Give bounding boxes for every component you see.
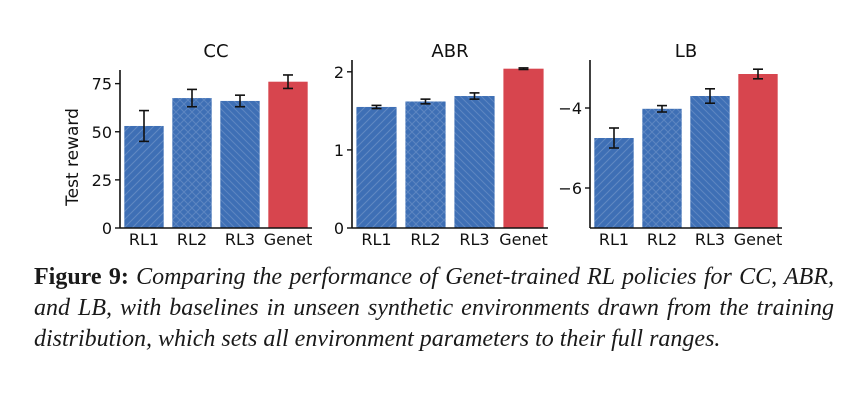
abr-x-tick-label: RL1 bbox=[361, 230, 391, 249]
abr-y-tick-label: 1 bbox=[334, 141, 344, 160]
lb-y-tick-label: −4 bbox=[558, 99, 582, 118]
cc-y-tick-label: 75 bbox=[92, 75, 112, 94]
abr-x-tick-label: RL3 bbox=[459, 230, 489, 249]
caption-label: Figure 9: bbox=[34, 264, 129, 290]
lb-error-bar-rl2 bbox=[657, 104, 667, 113]
lb-bar-hatch-rl2 bbox=[642, 108, 682, 228]
abr-x-tick-label: RL2 bbox=[410, 230, 440, 249]
figure-caption: Figure 9: Comparing the performance of G… bbox=[34, 262, 834, 355]
abr-x-tick-label: Genet bbox=[499, 230, 548, 249]
lb-x-tick-label: RL2 bbox=[647, 230, 677, 249]
cc-error-bar-rl3 bbox=[235, 94, 245, 108]
lb-chart-title: LB bbox=[675, 41, 697, 62]
lb-bar-hatch-rl1 bbox=[594, 138, 634, 228]
lb-error-bar-rl3 bbox=[705, 88, 715, 104]
lb-x-tick-label: RL3 bbox=[695, 230, 725, 249]
cc-chart-title: CC bbox=[203, 41, 228, 62]
cc-x-tick-label: RL1 bbox=[129, 230, 159, 249]
abr-bar-hatch-rl1 bbox=[356, 106, 397, 228]
abr-bar-genet bbox=[503, 68, 544, 228]
cc-bar-genet bbox=[268, 81, 308, 228]
chart-cc: CC RL1 RL2 RL3 Genet 0 25 50 75 Test reward bbox=[63, 41, 312, 249]
lb-error-bar-genet bbox=[753, 68, 763, 80]
cc-x-tick-label: RL2 bbox=[177, 230, 207, 249]
lb-error-bar-rl1 bbox=[609, 127, 619, 149]
lb-bar-hatch-rl3 bbox=[690, 96, 730, 228]
lb-bar-genet bbox=[738, 74, 778, 228]
cc-error-bar-genet bbox=[283, 74, 293, 90]
cc-x-tick-label: RL3 bbox=[225, 230, 255, 249]
abr-error-bar-genet bbox=[518, 67, 529, 71]
cc-bar-hatch-rl2 bbox=[172, 98, 212, 228]
abr-chart-title: ABR bbox=[431, 41, 468, 62]
caption-text: Comparing the performance of Genet-train… bbox=[34, 264, 835, 352]
abr-y-tick-label: 0 bbox=[334, 219, 344, 238]
cc-y-tick-label: 25 bbox=[92, 171, 112, 190]
cc-y-tick-label: 50 bbox=[92, 123, 112, 142]
abr-error-bar-rl2 bbox=[420, 98, 431, 105]
chart-abr: ABR RL1 RL2 RL3 Genet 0 1 2 bbox=[334, 41, 548, 249]
abr-error-bar-rl3 bbox=[469, 92, 480, 100]
lb-x-tick-label: RL1 bbox=[599, 230, 629, 249]
cc-bar-hatch-rl1 bbox=[124, 125, 164, 228]
abr-error-bar-rl1 bbox=[371, 104, 382, 110]
cc-y-axis-label: Test reward bbox=[63, 108, 83, 207]
cc-error-bar-rl2 bbox=[187, 88, 197, 108]
abr-bar-hatch-rl3 bbox=[454, 96, 495, 229]
abr-y-tick-label: 2 bbox=[334, 63, 344, 82]
lb-x-tick-label: Genet bbox=[734, 230, 783, 249]
cc-x-tick-label: Genet bbox=[264, 230, 313, 249]
cc-bar-hatch-rl3 bbox=[220, 100, 260, 228]
chart-lb: LB RL1 RL2 RL3 Genet −6 −4 bbox=[558, 41, 782, 249]
cc-y-tick-label: 0 bbox=[102, 219, 112, 238]
cc-error-bar-rl1 bbox=[139, 109, 149, 143]
abr-bar-hatch-rl2 bbox=[405, 101, 446, 228]
lb-y-tick-label: −6 bbox=[558, 179, 582, 198]
